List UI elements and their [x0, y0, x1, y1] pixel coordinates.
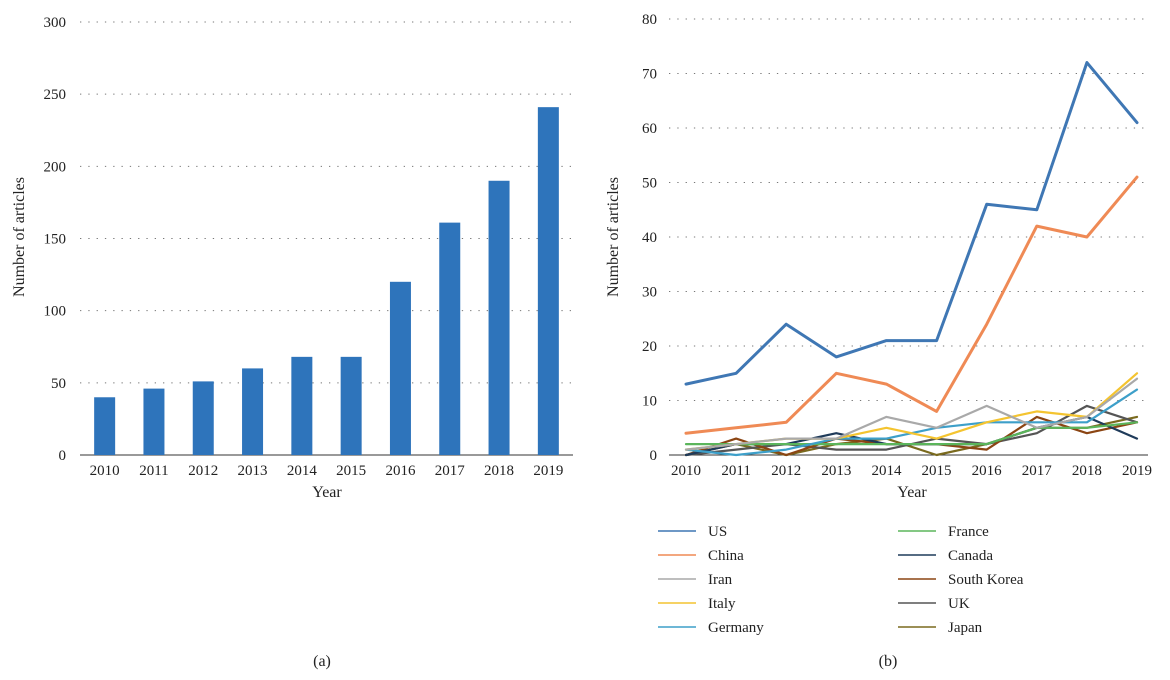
legend-item: US — [658, 524, 727, 540]
y-tick-label: 80 — [642, 12, 657, 28]
bars-a — [94, 107, 559, 455]
legend-item: China — [658, 548, 744, 564]
y-tick-label: 0 — [59, 448, 67, 464]
legend-item: Japan — [898, 620, 983, 636]
y-tick-label: 100 — [44, 304, 67, 320]
x-tick-label: 2015 — [922, 463, 952, 479]
bar-2016 — [389, 281, 411, 455]
bar-2014 — [291, 356, 313, 455]
lines-b — [684, 61, 1139, 457]
legend-label: Iran — [708, 572, 733, 588]
series-line-us — [684, 61, 1139, 386]
y-tick-label: 0 — [650, 448, 658, 464]
x-tick-label: 2016 — [385, 463, 416, 479]
x-axis-label-b: Year — [897, 484, 927, 501]
y-tick-label: 200 — [44, 159, 67, 175]
x-tick-label: 2016 — [972, 463, 1003, 479]
series-line-france — [684, 421, 1139, 446]
x-tick-label: 2013 — [238, 463, 268, 479]
y-tick-label: 10 — [642, 394, 657, 410]
x-tick-label: 2010 — [90, 463, 120, 479]
y-tick-label: 30 — [642, 285, 657, 301]
x-tick-label: 2012 — [771, 463, 801, 479]
bar-2015 — [340, 356, 362, 455]
panel-label-a: (a) — [313, 653, 331, 670]
legend-label: Japan — [948, 620, 983, 636]
y-tick-label: 50 — [51, 376, 66, 392]
x-tick-label: 2011 — [721, 463, 750, 479]
y-ticks-b: 0 10 20 30 40 50 60 70 80 — [642, 12, 657, 464]
x-tick-label: 2012 — [188, 463, 218, 479]
y-axis-label-b: Number of articles — [605, 177, 622, 297]
x-tick-label: 2011 — [139, 463, 168, 479]
bar-2019 — [537, 107, 559, 455]
legend-item: South Korea — [898, 572, 1024, 588]
legend-label: Germany — [708, 620, 764, 636]
legend-label: UK — [948, 596, 970, 612]
legend-item: Canada — [898, 548, 993, 564]
y-axis-label-a: Number of articles — [11, 177, 28, 297]
legend-item: Germany — [658, 620, 764, 636]
grid-b — [669, 18, 1148, 456]
bar-2010 — [94, 397, 116, 455]
x-tick-label: 2018 — [1072, 463, 1102, 479]
legend-item: France — [898, 524, 989, 540]
x-tick-label: 2017 — [435, 463, 466, 479]
legend-item: UK — [898, 596, 970, 612]
y-tick-label: 250 — [44, 87, 67, 103]
bar-2018 — [488, 180, 510, 455]
bar-2013 — [242, 368, 264, 455]
y-tick-label: 20 — [642, 339, 657, 355]
legend-b: US China Iran Italy Germany France Canada South… — [658, 524, 1024, 636]
legend-item: Iran — [658, 572, 733, 588]
x-tick-label: 2019 — [533, 463, 563, 479]
bar-2017 — [439, 222, 461, 455]
x-axis-label-a: Year — [312, 484, 342, 501]
series-line-iran — [684, 377, 1139, 451]
x-tick-label: 2015 — [336, 463, 366, 479]
x-ticks-b: 2010 2011 2012 2013 2014 2015 2016 2017 2018 2019 — [671, 463, 1152, 479]
x-tick-label: 2019 — [1122, 463, 1152, 479]
legend-label: France — [948, 524, 989, 540]
series-line-italy — [684, 372, 1139, 451]
y-tick-label: 70 — [642, 67, 657, 83]
legend-item: Italy — [658, 596, 736, 612]
y-tick-label: 150 — [44, 232, 67, 248]
legend-label: South Korea — [948, 572, 1024, 588]
x-tick-label: 2013 — [821, 463, 851, 479]
legend-label: US — [708, 524, 727, 540]
bar-2012 — [192, 381, 214, 455]
legend-label: Italy — [708, 596, 736, 612]
y-ticks-a: 0 50 100 150 200 250 300 — [44, 15, 67, 464]
x-tick-label: 2010 — [671, 463, 701, 479]
x-tick-label: 2014 — [287, 463, 318, 479]
legend-label: China — [708, 548, 744, 564]
y-tick-label: 40 — [642, 230, 657, 246]
legend-label: Canada — [948, 548, 993, 564]
series-line-china — [684, 175, 1139, 435]
x-ticks-a: 2010 2011 2012 2013 2014 2015 2016 2017 2018 2019 — [90, 463, 564, 479]
x-tick-label: 2018 — [484, 463, 514, 479]
y-tick-label: 60 — [642, 121, 657, 137]
panel-label-b: (b) — [879, 653, 898, 670]
x-tick-label: 2014 — [871, 463, 902, 479]
y-tick-label: 300 — [44, 15, 67, 31]
y-tick-label: 50 — [642, 176, 657, 192]
bar-2011 — [143, 388, 165, 455]
x-tick-label: 2017 — [1022, 463, 1053, 479]
